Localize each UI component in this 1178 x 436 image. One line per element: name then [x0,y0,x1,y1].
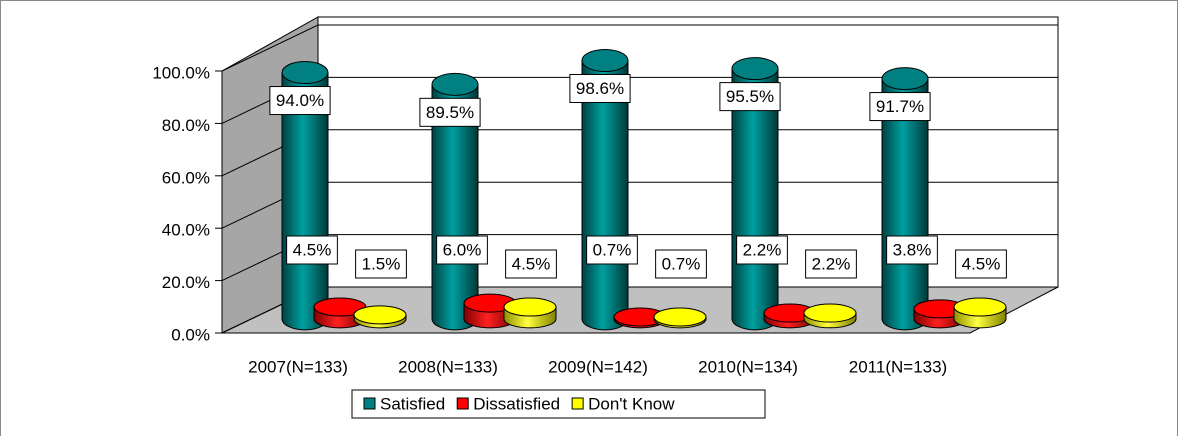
data-label-box [719,82,781,112]
x-tick-label: 2011(N=133) [849,357,947,376]
y-tick-label: 60.0% [162,168,210,187]
x-tick-label: 2010(N=134) [698,357,798,376]
data-label-box [586,235,638,265]
bar-top [581,48,629,72]
data-label-text: 2.2% [743,240,782,259]
data-label-text: 0.7% [662,254,701,273]
data-label-box [955,249,1007,279]
data-label: 2.2% [736,235,788,265]
data-label-box [569,73,631,103]
bar-top [731,57,779,81]
bar-top [881,67,929,91]
x-tick-label: 2008(N=133) [398,357,498,376]
data-label-box [286,235,338,265]
data-label-box [736,235,788,265]
data-label-box [869,92,931,122]
back-wall [317,16,1059,288]
data-label-text: 91.7% [876,97,924,116]
data-label-text: 4.5% [962,254,1001,273]
data-label-text: 2.2% [812,254,851,273]
data-label-text: 0.7% [593,240,632,259]
data-label-box [886,235,938,265]
legend-label: Satisfied [380,394,445,413]
data-label: 4.5% [286,235,338,265]
data-label: 2.2% [805,249,857,279]
legend-swatch [363,397,376,410]
legend-label: Dissatisfied [473,394,560,413]
data-label-box [436,235,488,265]
data-label-text: 94.0% [276,91,324,110]
data-label-text: 89.5% [426,103,474,122]
data-label-text: 4.5% [293,240,332,259]
data-label: 98.6% [569,73,631,103]
bar-top [353,305,407,325]
data-label: 4.5% [955,249,1007,279]
data-label-box [269,86,331,116]
data-label-box [419,97,481,127]
data-label-box [355,249,407,279]
legend-swatch [571,397,584,410]
bar-top [281,61,329,85]
y-tick-label: 80.0% [162,116,210,135]
bar-top [431,72,479,96]
data-label: 4.5% [505,249,557,279]
data-label-text: 1.5% [362,254,401,273]
y-tick-label: 0.0% [171,325,210,344]
data-label: 0.7% [586,235,638,265]
data-label: 94.0% [269,86,331,116]
data-label: 91.7% [869,92,931,122]
grid-line [221,24,1058,72]
data-label-box [655,249,707,279]
x-tick-label: 2007(N=133) [248,357,348,376]
data-label-text: 95.5% [726,87,774,106]
data-label: 0.7% [655,249,707,279]
bar-top [653,307,707,327]
x-tick-label: 2009(N=142) [548,357,648,376]
legend-swatch [456,397,469,410]
data-label: 89.5% [419,97,481,127]
data-label: 3.8% [886,235,938,265]
bar-top [953,297,1007,317]
legend [351,389,766,419]
data-label: 1.5% [355,249,407,279]
data-label-text: 6.0% [443,240,482,259]
y-tick-label: 20.0% [162,273,210,292]
bar-top [503,297,557,317]
y-tick-label: 100.0% [152,63,210,82]
data-label-text: 98.6% [576,79,624,98]
data-label-text: 3.8% [893,240,932,259]
bar-top [803,303,857,323]
data-label-text: 4.5% [512,254,551,273]
data-label: 95.5% [719,82,781,112]
data-label-box [805,249,857,279]
legend-label: Don't Know [588,394,675,413]
data-label-box [505,249,557,279]
data-label: 6.0% [436,235,488,265]
y-tick-label: 40.0% [162,221,210,240]
